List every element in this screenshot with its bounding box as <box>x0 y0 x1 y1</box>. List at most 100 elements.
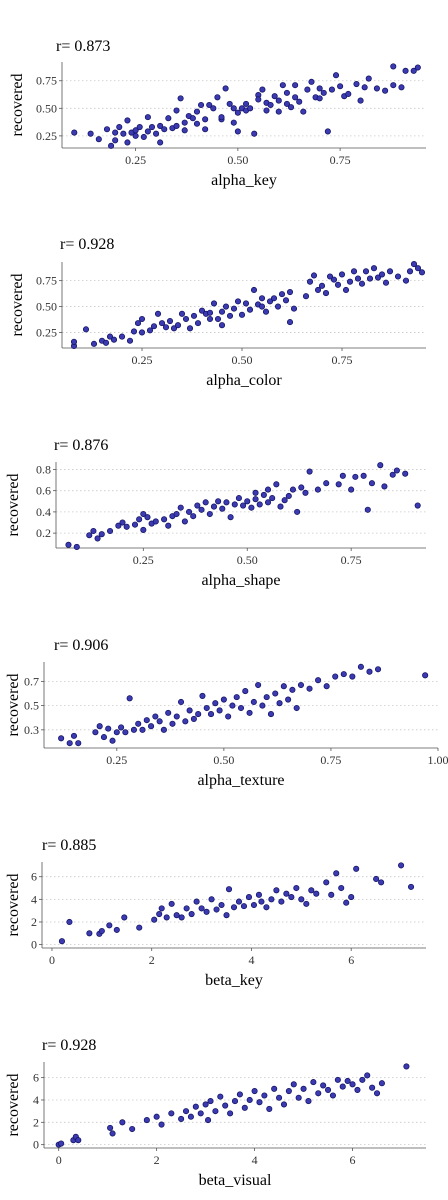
data-point <box>345 90 352 98</box>
data-point <box>148 723 155 730</box>
data-point <box>206 315 214 323</box>
data-point <box>252 489 259 496</box>
data-point <box>306 278 314 285</box>
data-point <box>230 904 238 911</box>
data-point <box>322 290 330 297</box>
data-point <box>334 1076 341 1083</box>
data-point <box>306 468 313 475</box>
data-point <box>285 696 292 703</box>
y-tick-label: 0.50 <box>36 101 57 115</box>
y-axis-title: recovered <box>5 873 22 936</box>
data-point <box>218 901 225 909</box>
data-point <box>131 521 139 528</box>
data-point <box>241 1104 248 1111</box>
data-point <box>268 896 275 903</box>
scatter-panel-3: 0.2 0.4 0.6 0.8 0.25 0.50 0.75 r= 0.876 alpha_sh… <box>5 437 426 589</box>
data-point <box>225 886 233 893</box>
data-point <box>195 711 202 718</box>
data-point <box>166 318 174 325</box>
data-point <box>177 504 184 511</box>
data-point <box>193 108 201 115</box>
data-point <box>82 326 90 333</box>
data-point <box>295 1094 302 1101</box>
y-tick-label: 4 <box>31 892 37 906</box>
y-tick-label: 6 <box>33 1071 39 1085</box>
x-tick-label: 4 <box>248 953 254 967</box>
data-point <box>308 78 315 85</box>
data-point <box>406 268 414 275</box>
data-point <box>242 300 250 307</box>
data-point <box>390 63 397 70</box>
x-axis-title: alpha_key <box>211 172 277 189</box>
y-tick-label: 2 <box>33 1115 39 1129</box>
data-point <box>378 1080 385 1087</box>
data-point <box>220 696 227 703</box>
data-point <box>185 508 193 515</box>
data-point <box>210 105 217 112</box>
data-point <box>109 1130 116 1137</box>
data-point <box>289 686 296 693</box>
data-point <box>230 305 238 312</box>
data-point <box>286 319 294 326</box>
data-point <box>366 668 373 675</box>
y-axis-title: recovered <box>5 473 22 536</box>
data-point <box>348 894 355 901</box>
data-point <box>168 900 175 907</box>
data-point <box>246 1096 253 1104</box>
x-tick-label: 0.50 <box>213 753 234 767</box>
data-point <box>250 286 258 294</box>
y-tick-label: 0.6 <box>36 484 51 498</box>
data-point <box>162 324 170 331</box>
data-point <box>330 276 338 283</box>
data-point <box>223 499 230 506</box>
data-point <box>292 94 299 101</box>
data-point <box>120 130 127 137</box>
data-point <box>366 275 374 282</box>
data-point <box>267 711 275 718</box>
data-point <box>277 503 284 510</box>
data-point <box>278 898 285 905</box>
data-point <box>222 1102 229 1109</box>
data-point <box>279 82 286 89</box>
data-point <box>202 1101 209 1108</box>
x-tick-label: 0.25 <box>125 153 146 167</box>
data-point <box>377 462 384 469</box>
data-point <box>292 82 299 89</box>
data-point <box>143 717 150 724</box>
data-point <box>222 85 229 92</box>
data-point <box>296 98 303 105</box>
data-point <box>202 116 209 123</box>
data-point <box>225 713 232 720</box>
data-point <box>98 531 105 538</box>
data-point <box>136 516 143 523</box>
data-point <box>382 87 389 94</box>
data-point <box>182 315 190 323</box>
data-point <box>119 1119 126 1126</box>
data-point <box>230 119 237 126</box>
y-axis-title: recovered <box>5 1073 22 1136</box>
data-point <box>113 729 120 736</box>
data-point <box>267 101 274 109</box>
data-point <box>338 271 346 278</box>
y-tick-label: 0.4 <box>36 505 51 519</box>
data-point <box>323 480 330 487</box>
data-point <box>235 495 242 502</box>
data-point <box>183 905 190 912</box>
data-point <box>282 297 290 304</box>
data-point <box>212 1108 219 1115</box>
data-point <box>382 279 390 286</box>
data-point <box>266 298 274 305</box>
data-point <box>144 114 151 121</box>
data-point <box>251 1087 258 1095</box>
x-axis-title: beta_key <box>205 972 263 989</box>
data-point <box>178 914 185 921</box>
data-point <box>314 286 322 294</box>
data-point <box>230 105 237 112</box>
data-point <box>58 938 65 945</box>
data-point <box>165 115 172 122</box>
data-point <box>86 532 93 539</box>
data-point <box>161 516 168 523</box>
data-point <box>130 726 137 733</box>
y-tick-label: 0.25 <box>36 325 57 339</box>
data-point <box>173 122 180 129</box>
